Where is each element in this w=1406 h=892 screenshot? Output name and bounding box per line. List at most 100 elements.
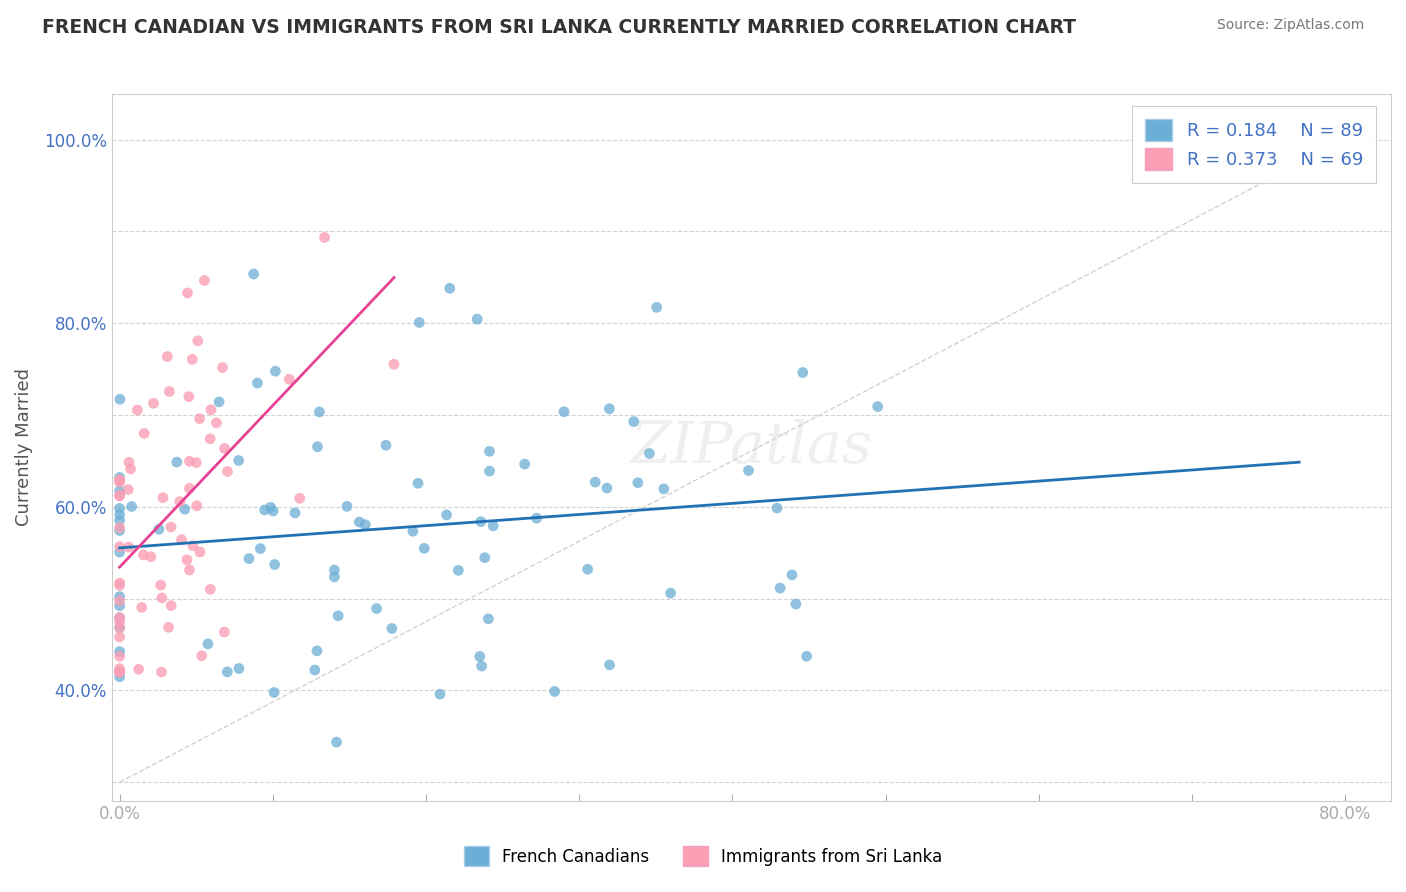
Point (349, 515, 371, 529)
Point (108, 649, 131, 664)
Point (197, 637, 219, 651)
Point (780, 568, 803, 582)
Point (477, 612, 499, 626)
Point (108, 611, 131, 625)
Point (228, 453, 250, 467)
Point (375, 438, 398, 452)
Point (638, 446, 661, 460)
Point (127, 403, 149, 417)
Point (304, 663, 326, 677)
Point (381, 622, 404, 636)
Point (108, 665, 131, 679)
Point (132, 548, 155, 562)
Point (139, 549, 162, 564)
Point (246, 376, 269, 390)
Point (228, 661, 250, 675)
Text: ZIPatlas: ZIPatlas (631, 419, 872, 475)
Point (150, 665, 173, 679)
Point (766, 501, 789, 516)
Point (328, 608, 350, 623)
Point (336, 500, 359, 514)
Point (354, 517, 377, 532)
Point (160, 520, 183, 534)
Point (108, 645, 131, 659)
Point (108, 665, 131, 679)
Point (208, 395, 231, 409)
Point (436, 508, 458, 522)
Point (121, 500, 143, 514)
Point (193, 273, 215, 287)
Point (108, 521, 131, 535)
Point (108, 665, 131, 679)
Point (200, 402, 222, 417)
Point (108, 540, 131, 554)
Point (188, 411, 211, 425)
Point (108, 665, 131, 679)
Point (737, 463, 759, 477)
Point (264, 364, 287, 378)
Point (447, 563, 470, 577)
Point (108, 662, 131, 676)
Point (169, 494, 191, 508)
Point (108, 665, 131, 679)
Point (263, 685, 285, 699)
Point (259, 500, 281, 515)
Point (120, 462, 142, 476)
Point (181, 352, 204, 367)
Point (366, 601, 388, 615)
Point (108, 670, 131, 684)
Point (238, 551, 260, 566)
Point (166, 455, 188, 469)
Point (108, 590, 131, 604)
Point (263, 558, 285, 572)
Point (108, 576, 131, 591)
Point (242, 267, 264, 281)
Point (307, 440, 329, 454)
Point (583, 475, 606, 489)
Point (382, 357, 405, 371)
Point (406, 476, 429, 491)
Point (118, 540, 141, 554)
Point (325, 735, 347, 749)
Point (474, 550, 496, 565)
Point (108, 392, 131, 407)
Point (659, 586, 682, 600)
Point (108, 610, 131, 624)
Point (278, 372, 301, 386)
Point (108, 630, 131, 644)
Point (785, 597, 807, 611)
Point (323, 563, 346, 577)
Point (526, 511, 548, 525)
Point (108, 621, 131, 635)
Point (134, 426, 156, 441)
Point (108, 473, 131, 487)
Point (478, 464, 501, 478)
Point (188, 545, 211, 559)
Point (408, 316, 430, 330)
Point (176, 553, 198, 567)
Point (108, 501, 131, 516)
Point (796, 649, 818, 664)
Point (627, 475, 650, 490)
Point (128, 662, 150, 676)
Point (177, 390, 200, 404)
Point (186, 456, 208, 470)
Point (205, 416, 228, 430)
Point (170, 533, 193, 547)
Point (108, 599, 131, 613)
Point (152, 491, 174, 505)
Point (108, 483, 131, 498)
Point (214, 442, 236, 456)
Point (179, 454, 201, 468)
Point (769, 581, 792, 595)
Point (470, 515, 492, 529)
Point (413, 541, 436, 556)
Point (108, 488, 131, 502)
Point (308, 405, 330, 419)
Point (211, 360, 233, 375)
Point (173, 502, 195, 516)
Point (148, 522, 170, 536)
Point (792, 366, 814, 380)
Point (471, 659, 494, 673)
Point (288, 491, 311, 506)
